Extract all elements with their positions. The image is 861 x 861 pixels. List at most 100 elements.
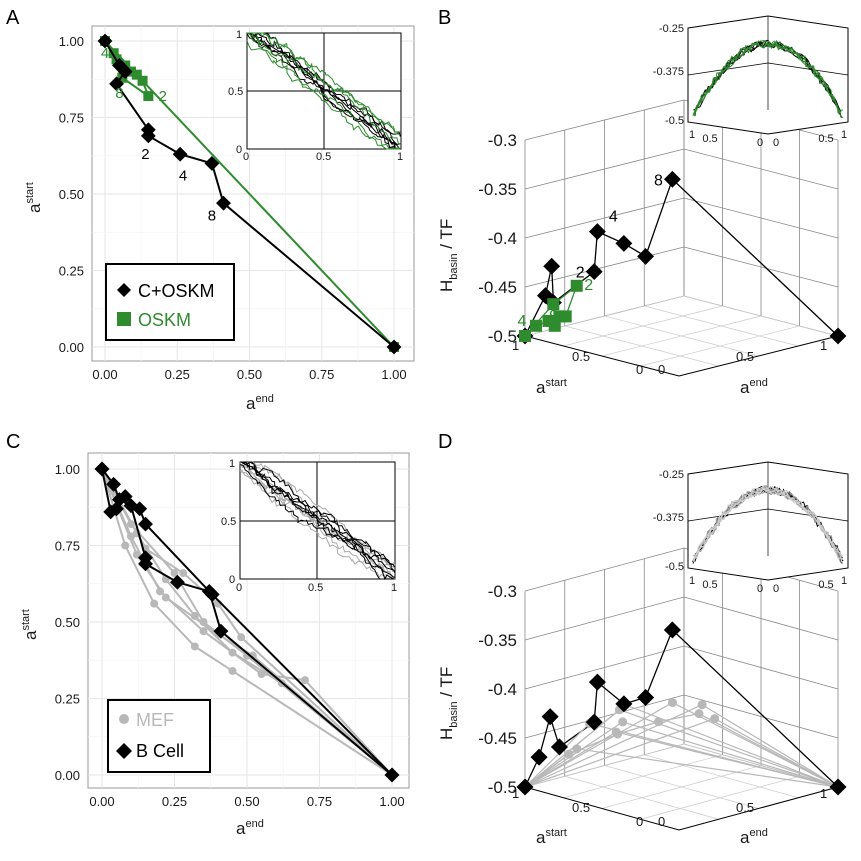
data-point-diamond — [213, 623, 229, 639]
inset-y-tick: 0 — [229, 574, 235, 586]
data-point-diamond — [585, 713, 603, 731]
z-tick-label: -0.4 — [488, 229, 517, 248]
data-point-square — [108, 48, 119, 59]
end-tick: 0 — [658, 814, 665, 829]
x-tick-label: 0.75 — [307, 794, 332, 809]
data-point-square — [131, 69, 142, 80]
annotations: 8 2 4 4 8 2 — [518, 172, 663, 329]
z-tick-label: -0.35 — [478, 180, 517, 199]
start-tick: 0 — [636, 814, 643, 829]
data-point-diamond — [117, 64, 133, 80]
z-tick-label: -0.45 — [478, 729, 517, 748]
x-tick-label: 0.25 — [162, 794, 187, 809]
inset-z-tick: -0.375 — [653, 66, 684, 78]
floor-gridline — [564, 775, 719, 820]
inset-d: -0.25 -0.375 -0.5 1 0.5 0 0 0.5 1 — [653, 461, 849, 595]
y-tick-label: 0.50 — [59, 187, 84, 202]
legend-entry-c-oskm: C+OSKM — [138, 281, 215, 301]
point-annotation: 8 — [654, 172, 663, 189]
data-point-circle — [301, 676, 309, 685]
inset-x-tick: 1 — [397, 151, 403, 163]
inset-z-tick: -0.5 — [665, 115, 684, 127]
end-tick: 0.5 — [736, 349, 754, 364]
legend-circle-marker — [119, 714, 129, 724]
data-point-circle — [257, 670, 266, 679]
panel-label-b: B — [438, 7, 451, 29]
point-annotation: 8 — [208, 207, 216, 224]
z-tick-label: -0.45 — [478, 278, 517, 297]
inset-c: 0 0.5 1 0 0.5 1 — [221, 458, 397, 594]
z-tick-label: -0.5 — [488, 778, 517, 797]
data-point-diamond — [204, 587, 220, 602]
z-tick-label: -0.5 — [488, 327, 517, 346]
end-axis-label: aend — [740, 377, 768, 397]
data-point-diamond — [140, 128, 156, 144]
data-point-circle — [190, 611, 199, 620]
data-point-square — [547, 298, 560, 311]
inset-z-tick: -0.5 — [665, 561, 684, 573]
y-tick-label: 0.25 — [59, 264, 84, 279]
point-annotation: 4 — [101, 45, 109, 62]
y-tick-labels: 0.00 0.25 0.50 0.75 1.00 — [59, 34, 84, 355]
floor-edge — [524, 335, 839, 377]
inset-y-tick: 0 — [236, 144, 242, 156]
data-point-diamond — [615, 695, 633, 713]
inset-trajectory — [693, 41, 842, 114]
point-annotation: 2 — [576, 265, 585, 282]
inset-x-tick: 0 — [757, 137, 763, 149]
data-point-circle — [248, 651, 257, 660]
panel-label-d: D — [438, 431, 452, 453]
wall-gridline — [524, 148, 839, 190]
point-annotation: 2 — [584, 277, 593, 294]
data-point-square — [137, 75, 148, 86]
end-tick: 1 — [820, 338, 827, 353]
inset-x-tick: 1 — [689, 129, 695, 141]
inset-gridline — [687, 62, 769, 76]
x-tick-labels: 0.00 0.25 0.50 0.75 1.00 — [92, 367, 406, 382]
data-point-diamond — [138, 556, 153, 572]
data-point-diamond — [530, 748, 548, 766]
floor-gridline — [640, 325, 800, 367]
data-point-diamond — [588, 223, 606, 241]
inset-gridline — [767, 62, 849, 76]
data-point-diamond — [585, 263, 603, 281]
y-tick-labels: 0.00 0.25 0.50 0.75 1.00 — [55, 462, 80, 783]
plot-marks — [516, 170, 847, 345]
wall-gridline — [524, 645, 839, 690]
wall-gridline — [524, 596, 839, 641]
inset-x-tick: 0.5 — [316, 151, 331, 163]
data-point-diamond — [663, 621, 681, 639]
data-point-diamond — [829, 327, 847, 345]
z-axis-label: Hbasin / TF — [437, 667, 460, 740]
data-point-circle — [618, 717, 628, 727]
floor-gridline — [564, 325, 719, 367]
legend-diamond-marker — [116, 743, 132, 759]
3d-axes-box — [524, 547, 839, 831]
inset-y-tick: 0 — [773, 583, 779, 595]
x-axis-label: aend — [246, 393, 274, 413]
data-point-diamond — [123, 498, 139, 514]
data-point-diamond — [663, 170, 681, 188]
data-point-circle — [697, 700, 707, 710]
inset-trajectory — [693, 485, 844, 563]
data-point-circle — [710, 714, 720, 724]
plot-marks — [516, 621, 847, 796]
data-point-diamond — [516, 778, 534, 796]
3d-axes-box — [524, 99, 839, 377]
start-tick: 0 — [636, 362, 643, 377]
start-tick: 0.5 — [572, 349, 590, 364]
data-point-circle — [237, 633, 246, 642]
legend-entry-mef: MEF — [136, 710, 174, 730]
data-point-circle — [132, 550, 141, 559]
data-point-diamond — [216, 195, 231, 211]
y-tick-label: 0.50 — [55, 615, 80, 630]
data-point-diamond — [109, 76, 124, 92]
y-tick-label: 0.75 — [59, 111, 84, 126]
floor-gridline — [601, 315, 762, 357]
z-tick-label: -0.35 — [478, 631, 517, 650]
plot-marks — [94, 461, 400, 783]
series-line — [101, 468, 393, 776]
y-tick-label: 0.00 — [59, 340, 84, 355]
point-annotation: 4 — [518, 313, 527, 330]
inset-y-tick: 0.5 — [228, 86, 243, 98]
